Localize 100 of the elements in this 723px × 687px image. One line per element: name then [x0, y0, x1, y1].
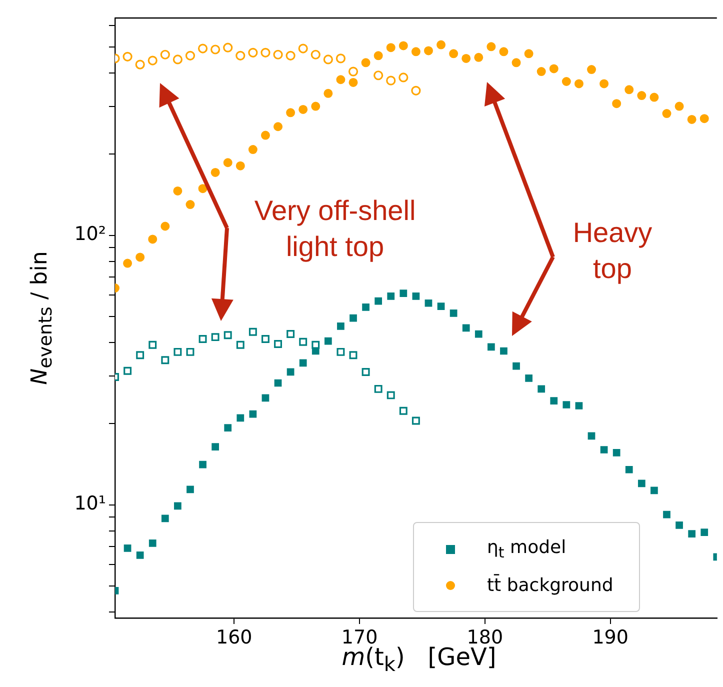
point [348, 66, 358, 76]
point [312, 347, 320, 355]
point [399, 406, 408, 415]
point [324, 337, 332, 345]
point [400, 290, 408, 297]
point [198, 184, 208, 194]
point [663, 510, 670, 518]
point [324, 88, 333, 98]
point [161, 356, 170, 364]
point [299, 338, 308, 346]
point [612, 449, 620, 456]
point [512, 362, 520, 370]
point [374, 51, 383, 60]
point [274, 379, 282, 387]
point [148, 340, 157, 349]
point [136, 252, 145, 262]
point [298, 104, 308, 114]
point [550, 397, 558, 405]
point [588, 432, 596, 440]
point [173, 186, 182, 196]
point [411, 47, 420, 56]
point [486, 42, 496, 52]
point [662, 109, 672, 118]
point [223, 158, 232, 168]
point [273, 50, 283, 60]
point [412, 416, 420, 425]
point [650, 486, 658, 494]
point [424, 46, 433, 56]
point [236, 161, 245, 170]
point [398, 72, 408, 82]
point [286, 368, 294, 376]
point [700, 528, 708, 536]
point [374, 297, 382, 305]
point [286, 50, 296, 60]
legend-label: η$_{t}$ model [487, 536, 566, 562]
point [549, 64, 558, 74]
point [186, 348, 194, 356]
point [260, 48, 270, 58]
point [337, 322, 344, 330]
point [248, 328, 257, 336]
point [488, 343, 495, 351]
point [336, 54, 346, 64]
point [562, 77, 571, 86]
point [412, 292, 420, 300]
x-axis-title: m(t$_{k}$) [GeV] [342, 643, 496, 676]
point [600, 446, 608, 454]
point [299, 359, 307, 367]
point [198, 44, 208, 54]
point [348, 78, 358, 87]
point [387, 292, 395, 300]
point [261, 335, 270, 344]
point [437, 302, 445, 310]
point [136, 351, 144, 360]
point [524, 49, 534, 58]
point [311, 102, 320, 111]
point [650, 92, 659, 102]
point [248, 145, 258, 154]
point [398, 41, 408, 50]
point [500, 347, 508, 355]
point [386, 76, 396, 86]
y-tick-label: 10² [74, 223, 106, 246]
point [474, 52, 484, 62]
point [462, 324, 470, 332]
annotation: Very off-shell light top [253, 194, 417, 264]
point [262, 394, 270, 402]
legend-label: tt̄ background [487, 574, 614, 596]
point [676, 521, 683, 529]
point [286, 108, 296, 118]
point [587, 65, 596, 74]
point [336, 75, 346, 84]
point [249, 410, 257, 418]
point [574, 79, 584, 88]
point [122, 52, 132, 62]
point [212, 443, 219, 451]
point [525, 374, 532, 382]
point [362, 368, 370, 376]
point [172, 54, 182, 64]
point [386, 391, 395, 400]
point [674, 102, 684, 111]
point [562, 401, 570, 408]
point [625, 466, 633, 474]
point [424, 299, 432, 307]
point [310, 50, 320, 60]
point [148, 234, 158, 244]
point [160, 222, 170, 231]
point [136, 551, 144, 559]
point [688, 530, 696, 538]
point [174, 348, 182, 356]
point [274, 122, 283, 132]
point [474, 330, 482, 338]
point [236, 50, 246, 60]
point [174, 502, 182, 510]
point [274, 340, 282, 348]
point [210, 168, 220, 177]
point [160, 50, 170, 60]
point [224, 424, 232, 432]
point [185, 50, 196, 60]
point [298, 44, 308, 54]
point [361, 58, 370, 68]
point [323, 54, 333, 64]
